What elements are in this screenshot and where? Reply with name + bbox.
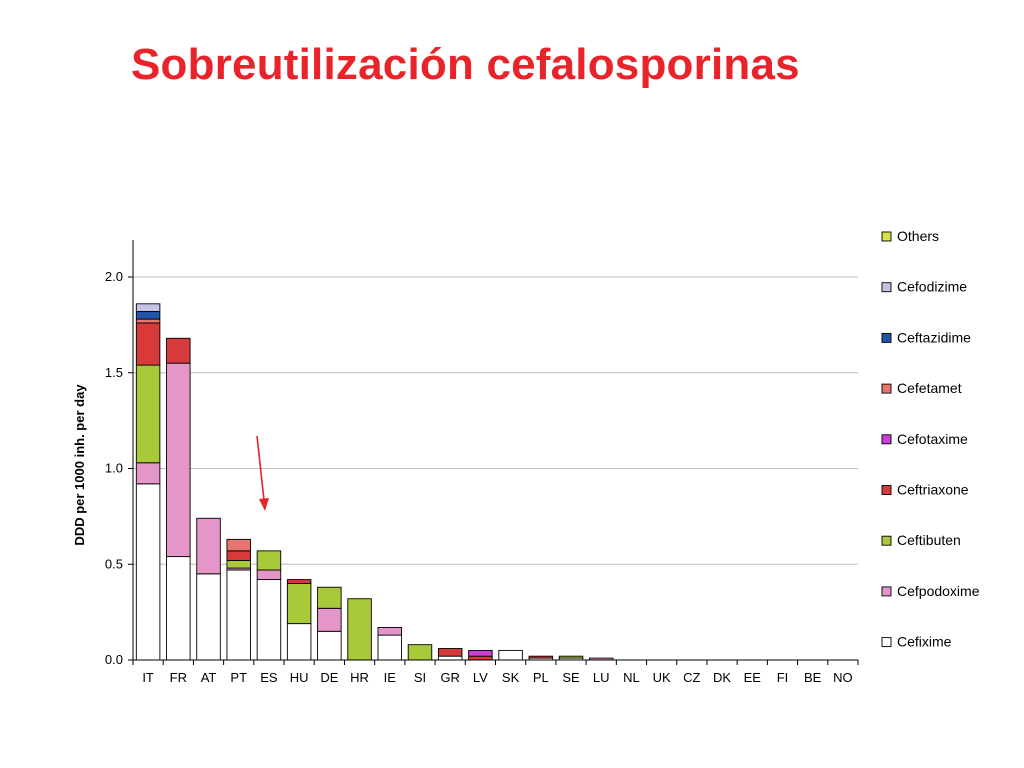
legend-label-ceftazidime: Ceftazidime bbox=[897, 329, 971, 345]
legend-swatch-ceftriaxone bbox=[881, 485, 892, 495]
legend-label-ceftriaxone: Ceftriaxone bbox=[897, 482, 969, 498]
x-tick-label: NO bbox=[833, 670, 853, 685]
legend: Others Cefodizime Ceftazidime Cefetamet Cefo… bbox=[881, 228, 980, 650]
bar-segment-pt-cefixime bbox=[226, 569, 251, 661]
bar-segment-de-cefixime bbox=[317, 630, 342, 661]
bar-segment-fr-ceftriaxone bbox=[166, 337, 191, 364]
x-tick-label: FR bbox=[170, 670, 187, 685]
bar-segment-hu-cefixime bbox=[286, 623, 312, 661]
x-tick-label: HR bbox=[350, 670, 369, 685]
bar-segment-gr-cefixime bbox=[437, 655, 463, 661]
legend-swatch-cefodizime bbox=[881, 282, 892, 293]
bar-segment-lv-ceftriaxone bbox=[468, 655, 493, 661]
bar-segment-es-cefpodoxime bbox=[256, 569, 282, 581]
y-tick-label: 0.0 bbox=[105, 652, 123, 667]
bar-segment-de-cefpodoxime bbox=[317, 607, 342, 632]
x-tick-label: DE bbox=[320, 670, 338, 685]
x-tick-label: BE bbox=[804, 670, 822, 685]
bar-segment-pl-ceftriaxone bbox=[528, 655, 554, 659]
x-tick-label: IE bbox=[384, 670, 397, 685]
annotations bbox=[256, 435, 269, 511]
bar-segment-es-ceftibuten bbox=[256, 550, 282, 571]
legend-swatch-ceftazidime bbox=[881, 332, 892, 343]
legend-label-cefotaxime: Cefotaxime bbox=[897, 431, 968, 447]
x-tick-label: UK bbox=[653, 670, 671, 685]
x-tick-label: LV bbox=[473, 670, 488, 685]
legend-swatch-cefetamet bbox=[881, 383, 892, 394]
x-tick-label: LU bbox=[593, 670, 610, 685]
x-tick-label: FI bbox=[777, 670, 789, 685]
x-tick-label: EE bbox=[744, 670, 762, 685]
legend-swatch-cefixime bbox=[881, 637, 892, 648]
x-tick-label: NL bbox=[623, 670, 640, 685]
x-tick-label: HU bbox=[290, 670, 309, 685]
x-tick-label: GR bbox=[440, 670, 460, 685]
bar-segment-it-cefpodoxime bbox=[135, 462, 161, 485]
x-tick-label: CZ bbox=[683, 670, 700, 685]
bar-segment-it-cefetamet bbox=[135, 318, 161, 324]
bar-segment-hr-ceftibuten bbox=[347, 598, 372, 661]
annotation-arrow-head bbox=[259, 498, 269, 511]
bar-segment-pt-cefetamet bbox=[226, 538, 251, 552]
legend-swatch-cefpodoxime bbox=[881, 586, 892, 597]
bar-segment-it-ceftriaxone bbox=[135, 322, 161, 366]
y-tick-label: 1.5 bbox=[105, 365, 123, 380]
x-tick-label: PT bbox=[230, 670, 247, 685]
legend-label-cefpodoxime: Cefpodoxime bbox=[897, 583, 980, 599]
y-tick-label: 1.0 bbox=[105, 461, 123, 476]
legend-label-cefetamet: Cefetamet bbox=[897, 380, 962, 396]
bar-segment-se-ceftibuten bbox=[558, 655, 584, 659]
y-axis-title: DDD per 1000 inh. per day bbox=[72, 384, 87, 546]
legend-swatch-cefotaxime bbox=[881, 434, 892, 445]
x-tick-label: PL bbox=[533, 670, 549, 685]
bar-segment-it-ceftibuten bbox=[135, 364, 161, 464]
x-tick-label: AT bbox=[201, 670, 217, 685]
axes: 0.0 0.5 1.0 1.5 2.0 IT FR AT PT ES HU DE HR IE SI GR LV S… bbox=[72, 240, 859, 685]
x-tick-label: SI bbox=[414, 670, 426, 685]
legend-label-ceftibuten: Ceftibuten bbox=[897, 532, 961, 548]
bar-segment-fr-cefpodoxime bbox=[166, 362, 191, 558]
bar-segment-es-cefixime bbox=[256, 579, 282, 661]
x-tick-label: ES bbox=[260, 670, 278, 685]
bar-segment-it-cefodizime bbox=[135, 303, 161, 312]
bar-segment-it-cefixime bbox=[135, 483, 161, 661]
y-tick-label: 2.0 bbox=[105, 269, 123, 284]
bar-segment-it-ceftazidime bbox=[135, 311, 161, 320]
bar-segment-ie-cefixime bbox=[377, 634, 403, 661]
bar-segment-de-ceftibuten bbox=[317, 586, 342, 609]
x-tick-label: SE bbox=[562, 670, 580, 685]
y-tick-label: 0.5 bbox=[105, 556, 123, 571]
bar-segment-hu-ceftriaxone bbox=[286, 579, 312, 584]
bar-segment-at-cefpodoxime bbox=[196, 517, 221, 575]
legend-swatch-ceftibuten bbox=[881, 535, 892, 546]
gridlines bbox=[133, 276, 858, 565]
bar-segment-gr-ceftriaxone bbox=[437, 648, 463, 657]
x-tick-label: IT bbox=[142, 670, 154, 685]
bar-segment-fr-cefixime bbox=[166, 556, 191, 661]
legend-label-others: Others bbox=[897, 228, 939, 244]
x-tick-label: SK bbox=[502, 670, 520, 685]
legend-label-cefodizime: Cefodizime bbox=[897, 279, 967, 295]
bar-segment-lv-cefotaxime bbox=[468, 649, 493, 657]
bar-segment-sk-cefixime bbox=[498, 649, 523, 661]
legend-swatch-others bbox=[881, 231, 892, 242]
bar-segment-at-cefixime bbox=[196, 573, 221, 661]
bar-segment-si-ceftibuten bbox=[407, 644, 433, 661]
bar-segment-ie-cefpodoxime bbox=[377, 626, 403, 636]
bar-segment-hu-ceftibuten bbox=[286, 582, 312, 625]
bars bbox=[135, 303, 614, 661]
annotation-arrow-shaft bbox=[256, 435, 265, 501]
legend-label-cefixime: Cefixime bbox=[897, 634, 952, 650]
bar-segment-pt-ceftriaxone bbox=[226, 550, 251, 561]
x-tick-label: DK bbox=[713, 670, 731, 685]
bar-segment-pt-ceftibuten bbox=[226, 559, 251, 569]
slide-title: Sobreutilización cefalosporinas bbox=[131, 40, 800, 89]
